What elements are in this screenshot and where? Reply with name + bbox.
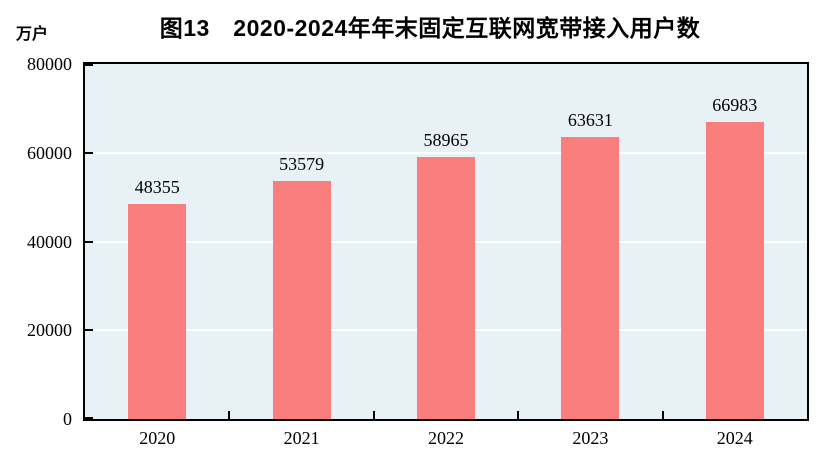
bar-value-label: 58965 [423,130,469,151]
y-tick-mark [85,240,93,243]
bar [417,157,475,419]
bar [272,181,331,419]
y-axis-tick-label: 0 [63,409,72,429]
bar-value-label: 63631 [567,109,613,130]
chart-title: 图13 2020-2024年年末固定互联网宽带接入用户数 [159,15,701,41]
y-tick-mark [85,64,93,66]
plot-area: 48355 53579 58965 63631 66983 [83,62,809,421]
y-tick-mark [85,417,93,419]
x-axis-tick-label: 2021 [283,428,320,448]
x-axis-tick-label: 2023 [572,428,609,448]
bar [128,204,187,419]
x-tick-mark [228,411,231,419]
y-tick-mark [85,151,93,154]
y-tick-mark [85,329,93,332]
x-tick-mark [372,411,375,419]
bar [705,121,764,419]
bar [561,136,620,419]
bar-value-label: 48355 [134,177,180,198]
bar-value-label: 53579 [279,154,325,175]
y-axis-tick-label: 40000 [27,231,72,252]
x-axis-tick-label: 2020 [139,428,176,448]
gridline [85,151,807,154]
x-axis-tick-label: 2022 [428,428,464,448]
y-axis-tick-label: 60000 [27,142,72,163]
bar-value-label: 66983 [712,94,758,115]
x-tick-mark [661,411,664,419]
x-axis-tick-label: 2024 [716,428,753,448]
x-tick-mark [517,411,520,419]
y-axis-unit-label: 万户 [16,26,49,43]
y-axis-tick-label: 20000 [27,320,72,341]
y-axis-tick-label: 80000 [27,54,72,74]
